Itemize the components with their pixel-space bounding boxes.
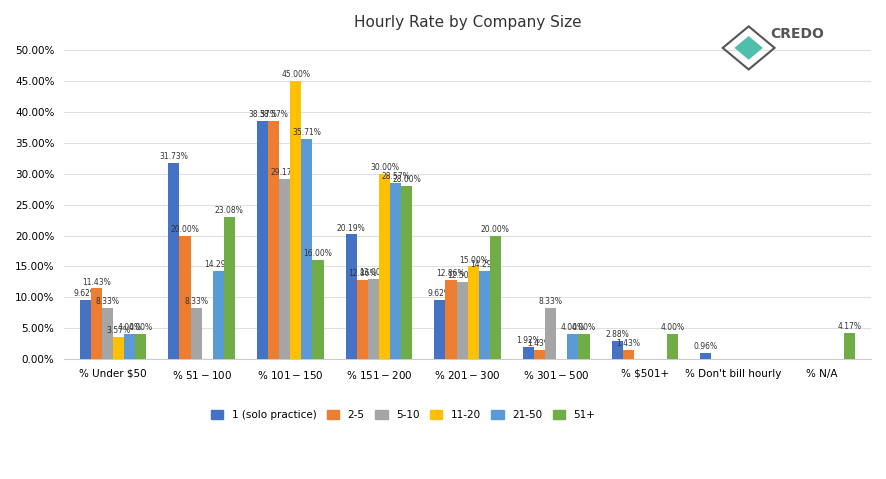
Bar bbox=[390, 182, 401, 359]
Bar bbox=[478, 271, 490, 359]
Text: 16.00%: 16.00% bbox=[304, 250, 332, 258]
Bar bbox=[102, 308, 113, 359]
Text: 38.57%: 38.57% bbox=[248, 110, 277, 119]
Bar bbox=[579, 334, 589, 359]
Text: 12.50%: 12.50% bbox=[447, 271, 477, 280]
Bar bbox=[190, 308, 202, 359]
Bar bbox=[401, 186, 412, 359]
Bar bbox=[91, 288, 102, 359]
Bar bbox=[434, 300, 446, 359]
Bar bbox=[279, 179, 291, 359]
Bar bbox=[567, 334, 579, 359]
Bar bbox=[368, 279, 379, 359]
Text: 3.57%: 3.57% bbox=[106, 326, 130, 335]
Bar bbox=[523, 347, 534, 359]
Legend: 1 (solo practice), 2-5, 5-10, 11-20, 21-50, 51+: 1 (solo practice), 2-5, 5-10, 11-20, 21-… bbox=[206, 406, 600, 424]
Bar bbox=[291, 81, 301, 359]
Bar bbox=[534, 350, 545, 359]
Text: 8.33%: 8.33% bbox=[539, 297, 563, 306]
Text: 11.43%: 11.43% bbox=[82, 278, 111, 286]
Text: 1.92%: 1.92% bbox=[517, 336, 540, 345]
Bar bbox=[124, 334, 136, 359]
Text: CREDO: CREDO bbox=[771, 26, 824, 41]
Bar bbox=[700, 353, 711, 359]
Text: 20.19%: 20.19% bbox=[337, 224, 366, 232]
Text: 14.29%: 14.29% bbox=[470, 260, 499, 269]
Text: 35.71%: 35.71% bbox=[292, 128, 322, 137]
Text: 4.00%: 4.00% bbox=[561, 323, 585, 332]
Text: 12.86%: 12.86% bbox=[348, 269, 377, 278]
Text: 4.00%: 4.00% bbox=[571, 323, 596, 332]
Text: 9.62%: 9.62% bbox=[428, 289, 452, 298]
Text: 23.08%: 23.08% bbox=[215, 205, 244, 215]
Text: 20.00%: 20.00% bbox=[481, 225, 509, 234]
Text: 0.96%: 0.96% bbox=[694, 342, 718, 351]
Bar bbox=[313, 260, 323, 359]
Bar bbox=[611, 341, 623, 359]
Text: 20.00%: 20.00% bbox=[171, 225, 199, 234]
Bar bbox=[346, 234, 357, 359]
Bar bbox=[180, 236, 190, 359]
Bar bbox=[257, 121, 268, 359]
Text: 28.57%: 28.57% bbox=[381, 172, 410, 181]
Bar bbox=[468, 266, 478, 359]
Bar bbox=[213, 271, 224, 359]
Text: 14.29%: 14.29% bbox=[204, 260, 233, 269]
Text: 29.17%: 29.17% bbox=[270, 168, 299, 177]
Text: 28.00%: 28.00% bbox=[392, 175, 421, 184]
Bar bbox=[379, 174, 390, 359]
Bar bbox=[446, 280, 456, 359]
Bar bbox=[113, 337, 124, 359]
Bar bbox=[667, 334, 678, 359]
Text: 12.86%: 12.86% bbox=[437, 269, 465, 278]
Title: Hourly Rate by Company Size: Hourly Rate by Company Size bbox=[354, 15, 581, 30]
Text: 13.00%: 13.00% bbox=[359, 268, 388, 277]
Text: 15.00%: 15.00% bbox=[459, 256, 487, 264]
Text: 45.00%: 45.00% bbox=[282, 70, 310, 80]
Text: 31.73%: 31.73% bbox=[159, 152, 189, 161]
Text: 8.33%: 8.33% bbox=[184, 297, 208, 306]
Bar bbox=[268, 121, 279, 359]
Text: 4.00%: 4.00% bbox=[128, 323, 152, 332]
Text: 4.00%: 4.00% bbox=[118, 323, 142, 332]
Text: 4.00%: 4.00% bbox=[661, 323, 685, 332]
Text: 1.43%: 1.43% bbox=[528, 339, 552, 348]
Bar bbox=[545, 308, 556, 359]
Bar bbox=[456, 282, 468, 359]
Bar bbox=[301, 138, 313, 359]
Bar bbox=[80, 300, 91, 359]
Bar bbox=[136, 334, 146, 359]
Text: 8.33%: 8.33% bbox=[96, 297, 120, 306]
Text: 2.88%: 2.88% bbox=[605, 331, 629, 339]
Bar bbox=[490, 236, 501, 359]
Bar bbox=[357, 280, 368, 359]
Bar bbox=[623, 350, 633, 359]
Text: 38.57%: 38.57% bbox=[260, 110, 288, 119]
Text: 4.17%: 4.17% bbox=[838, 322, 862, 331]
Text: 1.43%: 1.43% bbox=[617, 339, 641, 348]
Bar bbox=[168, 163, 180, 359]
Text: 30.00%: 30.00% bbox=[370, 163, 399, 172]
Bar bbox=[844, 333, 856, 359]
Bar bbox=[224, 217, 235, 359]
Text: 9.62%: 9.62% bbox=[74, 289, 97, 298]
